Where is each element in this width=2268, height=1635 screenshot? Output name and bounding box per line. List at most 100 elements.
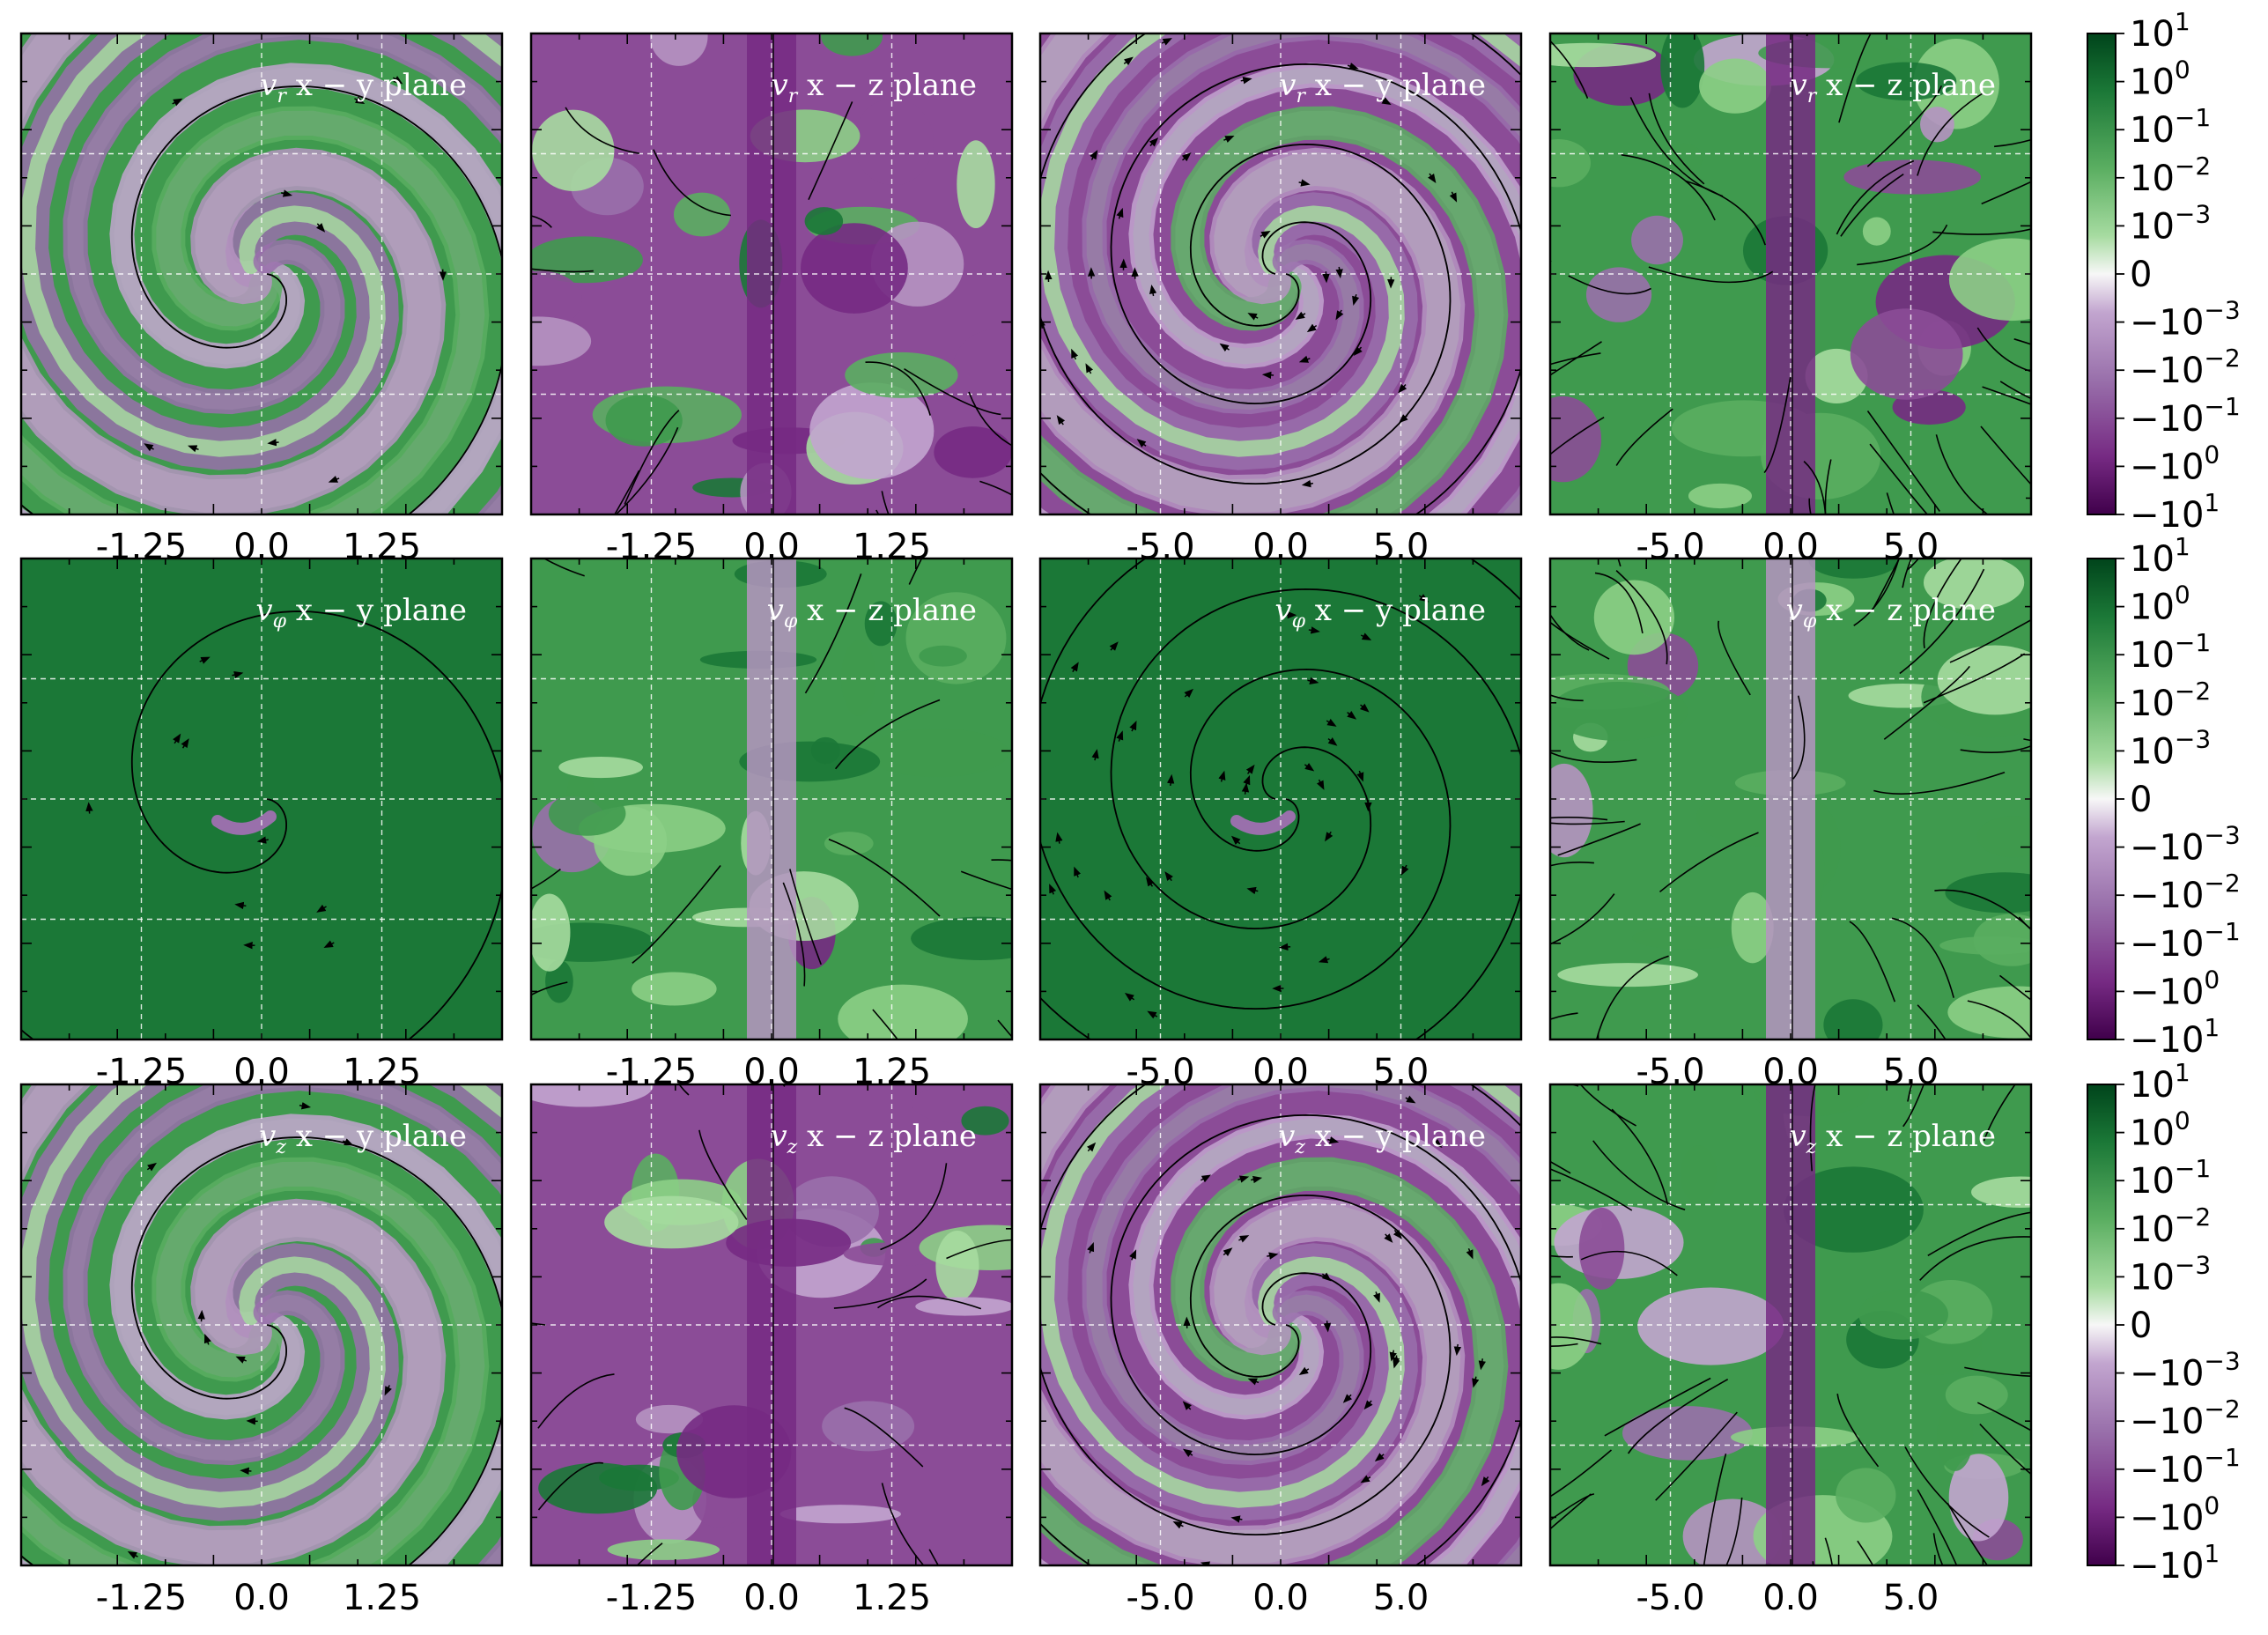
streamline-arrow — [1428, 173, 1437, 184]
heatmap-region — [538, 1462, 658, 1514]
streamline — [1857, 1540, 1874, 1565]
streamline — [1615, 408, 1673, 466]
streamline-arrow — [1123, 56, 1134, 66]
colorbar-tick-label: 100 — [2130, 581, 2190, 628]
streamline — [1999, 974, 2031, 1002]
streamline-arrow — [1145, 877, 1155, 887]
heatmap-region — [1808, 559, 1899, 579]
axis-ticks — [21, 559, 502, 1039]
streamline-arrow — [1109, 641, 1119, 651]
streamline-arrow — [1055, 832, 1063, 844]
colorbar-tick-label: −100 — [2130, 440, 2220, 487]
streamline — [1550, 1493, 1595, 1521]
heatmap-region — [1082, 1084, 1521, 1565]
streamline-arrow — [1238, 1235, 1250, 1243]
streamline-arrow — [1347, 63, 1359, 70]
heatmap-region — [1913, 38, 1999, 129]
streamline-arrow — [1182, 1448, 1193, 1458]
streamline-arrow — [172, 98, 183, 107]
streamline-arrow — [1247, 313, 1259, 321]
streamline-arrow — [1360, 633, 1372, 640]
streamline — [1809, 1084, 1816, 1172]
colorbar-group: 10110010−110−210−30−10−3−10−2−10−1−100−1… — [2087, 7, 2241, 1587]
colorbar-tick-label: 0 — [2130, 1306, 2152, 1346]
panel-heatmap — [1040, 33, 1521, 514]
heatmap-region — [915, 1297, 1012, 1316]
streamline-arrow — [1246, 886, 1259, 895]
streamline — [1040, 588, 1521, 1039]
colorbar-tick-label: 10−3 — [2130, 724, 2211, 772]
streamline — [537, 1461, 604, 1511]
streamline-arrow — [1104, 890, 1112, 901]
panel-heatmap — [21, 33, 502, 514]
streamline-arrow — [267, 439, 279, 447]
streamline — [1803, 461, 1827, 514]
heatmap-region — [21, 1157, 490, 1565]
streamline — [880, 1163, 948, 1251]
heatmap-region — [1632, 926, 1743, 950]
streamline — [1040, 1113, 1521, 1565]
heatmap-region — [1923, 559, 2025, 610]
colorbar-tick-label: −10−1 — [2130, 1443, 2241, 1491]
x-tick-label: 5.0 — [1883, 1578, 1939, 1618]
streamline-arrow — [1298, 179, 1311, 187]
heatmap-region — [558, 756, 643, 779]
streamline-arrow — [1449, 191, 1458, 203]
streamline-arrow — [1298, 1366, 1310, 1375]
streamline — [1857, 224, 1948, 266]
panel-title: vr x − z plane — [1791, 68, 1996, 107]
x-tick-label: 1.25 — [343, 1578, 421, 1618]
heatmap-region — [1920, 107, 1954, 143]
streamline-arrow — [1453, 1343, 1462, 1357]
heatmap-region — [21, 1084, 502, 1508]
streamline — [1685, 180, 1766, 246]
colorbar-tick-label: −10−1 — [2130, 917, 2241, 965]
colorbar-tick-label: 10−1 — [2130, 628, 2211, 676]
streamline-arrow — [240, 1467, 252, 1476]
streamline — [1568, 275, 1651, 295]
heatmap-region — [919, 645, 967, 667]
colorbar-tick-label: −10−2 — [2130, 1395, 2241, 1442]
streamline — [1947, 1502, 1989, 1565]
colorbar-tick-label: 10−3 — [2130, 1250, 2211, 1298]
streamline — [1917, 1004, 1947, 1039]
heatmap-region — [911, 916, 1012, 960]
heatmap-region — [810, 736, 840, 765]
heatmap-region — [1040, 33, 1521, 457]
streamline — [997, 1019, 1012, 1039]
streamline-arrow — [234, 901, 247, 910]
axis-ticks — [531, 33, 1012, 514]
axis-ticks — [531, 559, 1012, 1039]
streamline — [21, 1136, 502, 1565]
streamline-arrow — [1261, 371, 1274, 380]
streamline — [1550, 40, 1589, 99]
streamline-arrow — [1278, 943, 1291, 951]
heatmap-region — [934, 426, 1012, 478]
streamline-arrow — [1241, 782, 1250, 795]
colorbar-tick-label: 0 — [2130, 255, 2152, 295]
axis-ticks — [1040, 33, 1521, 514]
heatmap-region — [1040, 1157, 1509, 1565]
heatmap-region — [605, 394, 683, 447]
heatmap-region — [864, 728, 1009, 778]
streamline — [1866, 411, 1940, 512]
streamline-arrow — [1056, 415, 1066, 425]
streamline-arrow — [343, 1138, 354, 1146]
streamline — [877, 1295, 982, 1310]
panel-heatmap — [1550, 1084, 2031, 1565]
streamline — [1983, 1084, 2016, 1142]
streamline-arrow — [1049, 884, 1057, 895]
streamline-arrow — [1218, 770, 1226, 782]
heatmap-region — [935, 1230, 979, 1302]
streamlines — [21, 1102, 502, 1565]
streamline-arrow — [1090, 150, 1098, 160]
streamline — [1550, 341, 1602, 376]
x-tick-label: 5.0 — [1373, 1578, 1430, 1618]
streamline — [1836, 159, 1915, 235]
colorbar-tick-label: −100 — [2130, 965, 2220, 1012]
streamline — [1849, 921, 1896, 1002]
streamline — [1550, 1012, 1578, 1020]
heatmap-region — [21, 33, 502, 457]
streamline — [1648, 266, 1774, 284]
streamlines — [531, 33, 1012, 514]
